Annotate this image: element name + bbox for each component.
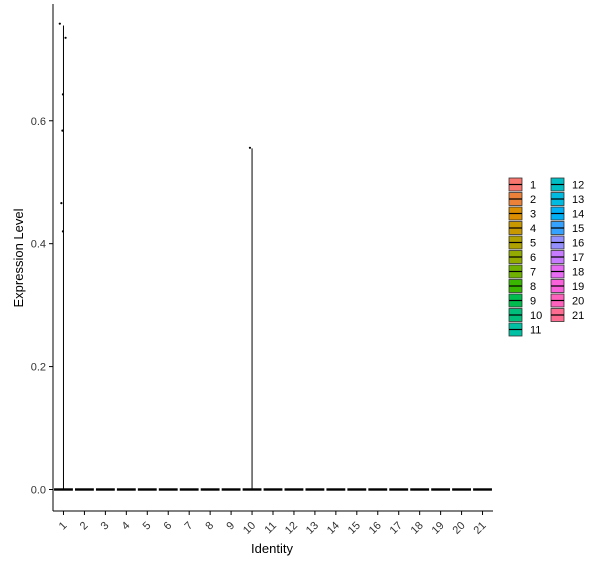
legend-label-1: 1 (530, 180, 536, 192)
legend-item-10: 10 (508, 308, 542, 322)
legend-item-19: 19 (550, 279, 584, 293)
violin-base-6 (158, 488, 178, 491)
legend-label-21: 21 (572, 310, 584, 322)
x-tick-label: 13 (304, 520, 321, 537)
legend-item-6: 6 (508, 250, 536, 264)
x-tick-label: 2 (78, 520, 91, 533)
x-tick-label: 12 (283, 520, 300, 537)
legend-item-20: 20 (550, 293, 584, 308)
x-tick-label: 1 (57, 520, 70, 533)
x-tick-label: 18 (409, 520, 426, 537)
data-point (248, 146, 252, 149)
legend-label-13: 13 (572, 194, 584, 206)
legend-item-12: 12 (550, 177, 584, 192)
legend-label-18: 18 (572, 267, 584, 279)
x-tick-label: 3 (99, 520, 112, 533)
data-point (61, 230, 65, 233)
x-tick-label: 19 (430, 520, 447, 537)
x-tick-label: 11 (263, 520, 280, 537)
legend-item-2: 2 (508, 192, 536, 206)
legend-item-1: 1 (508, 177, 536, 192)
legend-item-8: 8 (508, 279, 536, 293)
y-tick-label: 0.2 (31, 362, 46, 374)
violin-base-14 (326, 488, 346, 491)
legend-item-18: 18 (550, 264, 584, 279)
violin-base-3 (95, 488, 115, 491)
x-axis-title: Identity (251, 541, 293, 556)
x-tick-label: 8 (203, 520, 216, 533)
legend-item-14: 14 (550, 206, 584, 221)
legend-label-4: 4 (530, 223, 536, 235)
legend-label-17: 17 (572, 252, 584, 264)
x-tick-label: 14 (325, 520, 342, 537)
legend-label-12: 12 (572, 180, 584, 192)
y-tick-label: 0.6 (31, 116, 46, 128)
legend-label-15: 15 (572, 223, 584, 235)
y-tick-label: 0.4 (31, 239, 46, 251)
legend-label-2: 2 (530, 194, 536, 206)
x-tick-label: 10 (241, 520, 258, 537)
x-tick-label: 7 (182, 520, 195, 533)
legend-item-5: 5 (508, 235, 536, 250)
legend-label-19: 19 (572, 281, 584, 293)
axes: 0.00.20.40.61 2 3 4 5 6 7 8 9 10 11 12 13 14 15 16 17 18 1… (31, 4, 493, 537)
violin-base-15 (347, 488, 367, 491)
legend-label-14: 14 (572, 209, 584, 221)
legend-label-11: 11 (530, 325, 541, 337)
violin-base-12 (284, 488, 304, 491)
legend-item-9: 9 (508, 293, 536, 308)
legend-label-9: 9 (530, 296, 536, 308)
x-tick-label: 20 (451, 520, 468, 537)
y-axis-title: Expression Level (11, 208, 26, 307)
data-point (61, 129, 64, 132)
x-tick-label: 15 (346, 520, 363, 537)
x-tick-label: 4 (120, 520, 133, 533)
legend-label-7: 7 (530, 267, 536, 279)
violin-base-11 (263, 488, 283, 491)
legend-item-15: 15 (550, 221, 584, 235)
violin-base-2 (75, 488, 94, 491)
x-tick-label: 21 (471, 520, 488, 537)
legend-item-4: 4 (508, 221, 536, 235)
data-point (64, 36, 67, 39)
x-tick-label: 17 (388, 520, 405, 537)
violin-base-21 (473, 488, 492, 491)
data-point (58, 22, 61, 25)
violin-base-5 (137, 488, 157, 491)
legend-label-10: 10 (530, 310, 542, 322)
violin-base-9 (221, 488, 241, 491)
legend-item-3: 3 (508, 206, 536, 221)
legend-label-16: 16 (572, 238, 584, 250)
violin-base-4 (116, 488, 136, 491)
x-tick-label: 5 (141, 520, 154, 533)
violin-base-13 (305, 488, 325, 491)
legend-item-17: 17 (550, 250, 584, 264)
x-tick-label: 9 (224, 520, 237, 533)
legend-label-20: 20 (572, 296, 584, 308)
legend-label-8: 8 (530, 281, 536, 293)
violin-base-8 (200, 488, 220, 491)
violin-base-20 (452, 488, 471, 491)
data-point (61, 93, 65, 96)
legend-item-21: 21 (550, 308, 584, 322)
data-point (60, 202, 63, 205)
violin-base-19 (431, 488, 451, 491)
violin-base-18 (410, 488, 430, 491)
violin-base-16 (368, 488, 388, 491)
plot-area (54, 22, 492, 491)
violin-base-17 (389, 488, 409, 491)
x-tick-label: 6 (162, 520, 175, 533)
legend-item-13: 13 (550, 192, 584, 206)
y-tick-label: 0.0 (31, 484, 46, 496)
legend-item-16: 16 (550, 235, 584, 250)
violin-base-7 (179, 488, 199, 491)
legend-label-6: 6 (530, 252, 536, 264)
legend-item-7: 7 (508, 264, 536, 279)
legend-label-3: 3 (530, 209, 536, 221)
x-tick-label: 16 (367, 520, 384, 537)
legend-label-5: 5 (530, 238, 536, 250)
legend-item-11: 11 (508, 322, 541, 337)
